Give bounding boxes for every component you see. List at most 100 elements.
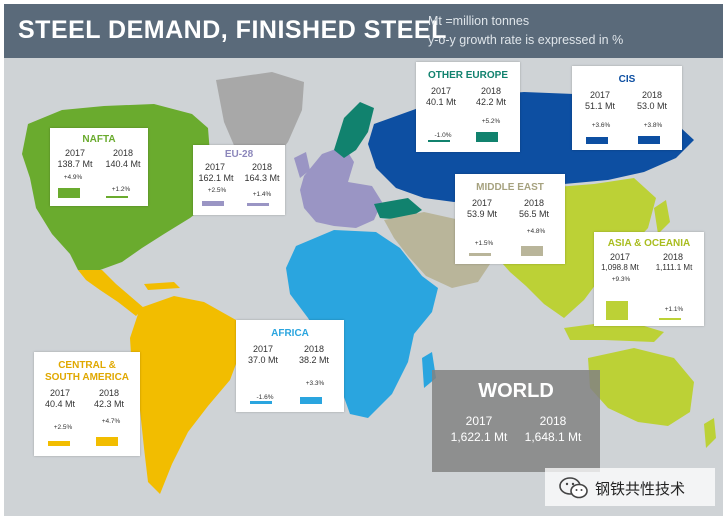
growth-bar-2017 <box>428 140 450 142</box>
region-title: ASIA & OCEANIA <box>607 238 691 249</box>
growth-label-2017: +4.9% <box>63 174 83 181</box>
growth-label-2017: -1.0% <box>434 132 452 139</box>
region-card-asia-oceania: ASIA & OCEANIA 2017 2018 1,098.8 Mt 1,11… <box>594 232 704 326</box>
growth-label-2018: +3.8% <box>643 122 663 129</box>
year-label-2018: 2018 <box>251 162 273 172</box>
growth-bar-2018 <box>659 317 681 320</box>
growth-bar-2018 <box>300 397 322 404</box>
growth-bar-2017 <box>586 136 608 144</box>
year-label-2017: 2017 <box>49 388 71 398</box>
growth-bar-2018 <box>96 436 118 446</box>
world-total-card: WORLD 2017 2018 1,622.1 Mt 1,648.1 Mt <box>432 370 600 472</box>
region-title: AFRICA <box>271 328 309 339</box>
world-year-2018: 2018 <box>539 414 567 428</box>
value-2018: 53.0 Mt <box>636 101 667 111</box>
growth-label-2017: +1.5% <box>474 240 494 247</box>
page-title: STEEL DEMAND, FINISHED STEEL <box>18 16 447 44</box>
growth-note: y-o-y growth rate is expressed in % <box>428 33 624 47</box>
wechat-icon <box>559 477 588 499</box>
value-2017: 162.1 Mt <box>198 173 234 183</box>
year-label-2018: 2018 <box>641 90 663 100</box>
growth-label-2018: +1.1% <box>664 306 684 313</box>
value-2018: 164.3 Mt <box>244 173 280 183</box>
value-2017: 51.1 Mt <box>584 101 615 111</box>
growth-bar-2018 <box>247 203 269 206</box>
growth-label-2018: +4.7% <box>101 418 121 425</box>
header-banner: STEEL DEMAND, FINISHED STEEL Mt =million… <box>4 4 723 58</box>
year-label-2017: 2017 <box>252 344 274 354</box>
region-card-cis: CIS 2017 2018 51.1 Mt 53.0 Mt +3.6% +3.8… <box>572 66 682 150</box>
new-zealand-shape <box>704 418 716 448</box>
caribbean-shape <box>144 282 180 290</box>
growth-bar-2017 <box>48 441 70 446</box>
world-year-2017: 2017 <box>465 414 493 428</box>
growth-label-2018: +5.2% <box>481 118 501 125</box>
growth-label-2017: +2.5% <box>53 424 73 431</box>
australia-shape <box>588 348 694 426</box>
value-2018: 42.3 Mt <box>93 399 124 409</box>
region-title: MIDDLE EAST <box>476 182 544 193</box>
growth-label-2018: +1.2% <box>111 186 131 193</box>
growth-label-2017: -1.6% <box>256 394 274 401</box>
watermark-text: 钢铁共性技术 <box>595 480 686 498</box>
growth-bar-2017 <box>202 201 224 206</box>
growth-bar-2018 <box>106 195 128 198</box>
value-2018: 42.2 Mt <box>475 97 506 107</box>
region-card-central-south-america: CENTRAL & SOUTH AMERICA 2017 2018 40.4 M… <box>34 352 140 456</box>
growth-label-2017: +3.6% <box>591 122 611 129</box>
growth-label-2018: +1.4% <box>252 191 272 198</box>
region-title: OTHER EUROPE <box>427 70 508 81</box>
value-2018: 56.5 Mt <box>518 209 549 219</box>
south-america-shape <box>130 296 242 494</box>
growth-label-2018: +4.8% <box>526 228 546 235</box>
world-value-2018: 1,648.1 Mt <box>524 430 582 444</box>
growth-bar-2018 <box>638 136 660 144</box>
region-card-other-europe: OTHER EUROPE 2017 2018 40.1 Mt 42.2 Mt -… <box>416 62 520 152</box>
region-title: NAFTA <box>82 134 116 145</box>
value-2017: 53.9 Mt <box>466 209 497 219</box>
value-2017: 37.0 Mt <box>247 355 278 365</box>
year-label-2017: 2017 <box>64 148 86 158</box>
region-card-nafta: NAFTA 2017 2018 138.7 Mt 140.4 Mt +4.9% … <box>50 128 148 206</box>
world-value-2017: 1,622.1 Mt <box>450 430 508 444</box>
value-2018: 38.2 Mt <box>298 355 329 365</box>
year-label-2018: 2018 <box>523 198 545 208</box>
growth-bar-2017 <box>469 253 491 256</box>
uk-shape <box>294 152 310 178</box>
unit-note: Mt =million tonnes <box>428 14 530 28</box>
value-2017: 138.7 Mt <box>57 159 93 169</box>
growth-label-2017: +2.5% <box>207 187 227 194</box>
year-label-2017: 2017 <box>471 198 493 208</box>
year-label-2017: 2017 <box>430 86 452 96</box>
value-2018: 1,111.1 Mt <box>655 263 693 272</box>
region-card-eu28: EU-28 2017 2018 162.1 Mt 164.3 Mt +2.5% … <box>193 145 285 215</box>
year-label-2017: 2017 <box>609 252 631 262</box>
year-label-2018: 2018 <box>98 388 120 398</box>
region-title: EU-28 <box>224 149 254 160</box>
africa-shape <box>286 230 438 418</box>
region-card-africa: AFRICA 2017 2018 37.0 Mt 38.2 Mt -1.6% +… <box>236 320 344 412</box>
region-title: CIS <box>618 74 636 85</box>
value-2017: 40.4 Mt <box>44 399 75 409</box>
value-2017: 1,098.8 Mt <box>601 263 639 272</box>
growth-label-2017: +9.3% <box>611 276 631 283</box>
growth-label-2018: +3.3% <box>305 380 325 387</box>
japan-shape <box>654 200 670 234</box>
year-label-2017: 2017 <box>204 162 226 172</box>
central-america-shape <box>78 270 144 316</box>
turkey-shape <box>374 198 422 220</box>
region-title: CENTRAL & SOUTH AMERICA <box>44 360 130 383</box>
eu28-shape <box>300 146 382 228</box>
world-title: WORLD <box>478 380 554 402</box>
growth-bar-2018 <box>476 131 498 142</box>
year-label-2017: 2017 <box>589 90 611 100</box>
growth-bar-2018 <box>521 246 543 256</box>
scandinavia-shape <box>334 102 374 158</box>
year-label-2018: 2018 <box>662 252 684 262</box>
year-label-2018: 2018 <box>480 86 502 96</box>
value-2017: 40.1 Mt <box>425 97 456 107</box>
year-label-2018: 2018 <box>303 344 325 354</box>
growth-bar-2017 <box>606 301 628 320</box>
growth-bar-2017 <box>58 188 80 198</box>
